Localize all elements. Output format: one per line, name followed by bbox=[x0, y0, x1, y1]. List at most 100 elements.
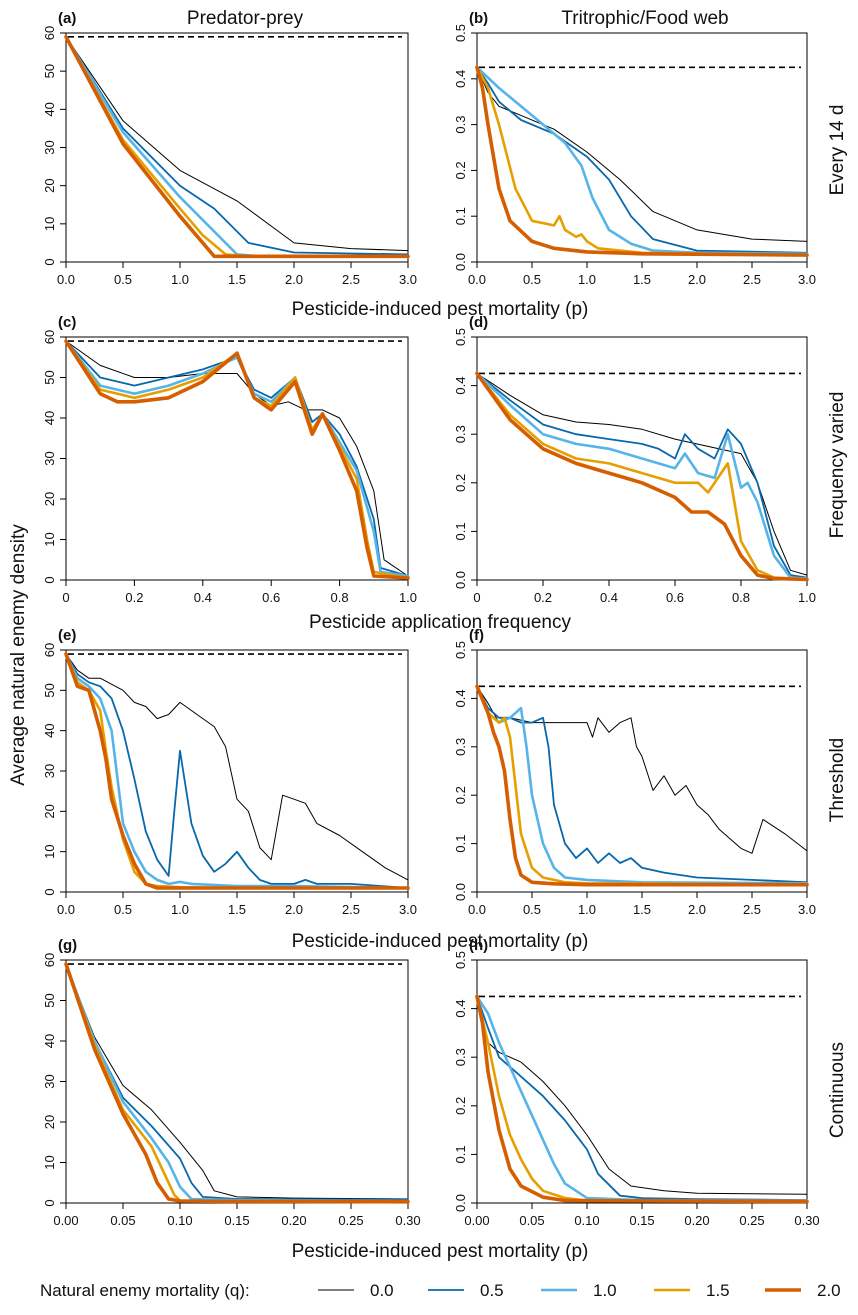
y-tick-label: 50 bbox=[42, 64, 57, 78]
x-tick-label: 0.15 bbox=[629, 1213, 654, 1228]
x-tick-label: 3.0 bbox=[399, 902, 417, 917]
y-tick-label: 20 bbox=[42, 178, 57, 192]
plot-frame bbox=[65, 959, 409, 1204]
x-tick-label: 0.10 bbox=[167, 1213, 192, 1228]
y-tick-label: 40 bbox=[42, 1034, 57, 1048]
legend: Natural enemy mortality (q): 0.0 0.5 1.0 1.… bbox=[40, 1281, 841, 1300]
panel-label: (a) bbox=[58, 10, 76, 27]
y-tick-label: 0.2 bbox=[453, 474, 468, 492]
y-tick-label: 0.5 bbox=[453, 328, 468, 346]
y-tick-label: 0.5 bbox=[453, 24, 468, 42]
x-tick-label: 1.5 bbox=[633, 272, 651, 287]
y-tick-label: 50 bbox=[42, 370, 57, 384]
series-line-q-0.0 bbox=[476, 685, 808, 854]
x-tick-label: 0.8 bbox=[331, 590, 349, 605]
panel-c: (c) 0 0.2 0.4 0.6 0.8 1.0 0 10 20 30 40 50 60 bbox=[42, 314, 417, 605]
y-tick-label: 0 bbox=[42, 258, 57, 265]
legend-label-q-2.0: 2.0 bbox=[817, 1281, 841, 1300]
y-tick-label: 0 bbox=[42, 1199, 57, 1206]
y-tick-label: 20 bbox=[42, 804, 57, 818]
y-tick-label: 20 bbox=[42, 1115, 57, 1129]
column-title-right: Tritrophic/Food web bbox=[561, 8, 728, 29]
series-line-q-1.0 bbox=[475, 372, 809, 580]
y-tick-label: 10 bbox=[42, 1155, 57, 1169]
y-tick-label: 60 bbox=[42, 953, 57, 967]
y-tick-label: 0.0 bbox=[453, 1194, 468, 1212]
y-tick-label: 0.4 bbox=[453, 689, 468, 707]
series-line-q-1.0 bbox=[475, 66, 809, 256]
y-tick-label: 10 bbox=[42, 217, 57, 231]
series-line-q-0.0 bbox=[65, 963, 409, 1200]
y-tick-label: 30 bbox=[42, 140, 57, 154]
y-tick-label: 0.3 bbox=[453, 116, 468, 134]
x-tick-label: 0.2 bbox=[534, 590, 552, 605]
panel-label: (g) bbox=[58, 937, 77, 954]
y-tick-label: 60 bbox=[42, 330, 57, 344]
series-line-q-0.5 bbox=[65, 653, 409, 889]
row-label-continuous: Continuous bbox=[827, 1042, 848, 1138]
column-title-left: Predator-prey bbox=[187, 8, 304, 29]
series-line-q-0.5 bbox=[65, 963, 409, 1201]
y-tick-label: 50 bbox=[42, 993, 57, 1007]
x-tick-label: 0.30 bbox=[794, 1213, 819, 1228]
x-tick-label: 1.0 bbox=[399, 590, 417, 605]
y-tick-label: 10 bbox=[42, 532, 57, 546]
series-line-q-0.5 bbox=[65, 340, 409, 577]
y-tick-label: 0.1 bbox=[453, 207, 468, 225]
panel-d: (d) 0 0.2 0.4 0.6 0.8 1.0 0.0 0.1 0.2 0.3 0.4 0.5 bbox=[453, 314, 816, 605]
series-line-q-2.0 bbox=[475, 684, 809, 887]
x-tick-label: 0.20 bbox=[684, 1213, 709, 1228]
x-tick-label: 0.30 bbox=[395, 1213, 420, 1228]
series-line-q-0.0 bbox=[65, 653, 409, 881]
legend-title: Natural enemy mortality (q): bbox=[40, 1281, 250, 1300]
y-tick-label: 0.5 bbox=[453, 951, 468, 969]
x-axis-title-row4: Pesticide-induced pest mortality (p) bbox=[292, 1241, 589, 1262]
x-tick-label: 0.0 bbox=[468, 272, 486, 287]
panel-f: (f) 0.0 0.5 1.0 1.5 2.0 2.5 3.0 0.0 0.1 0.2 0.3 0.4 0… bbox=[453, 627, 816, 917]
x-tick-label: 1.0 bbox=[578, 902, 596, 917]
y-tick-label: 60 bbox=[42, 643, 57, 657]
panel-label: (h) bbox=[469, 937, 488, 954]
x-tick-label: 2.5 bbox=[743, 902, 761, 917]
x-tick-label: 0.20 bbox=[281, 1213, 306, 1228]
x-tick-label: 1.0 bbox=[578, 272, 596, 287]
x-tick-label: 1.5 bbox=[228, 902, 246, 917]
x-tick-label: 0.10 bbox=[574, 1213, 599, 1228]
row-label-frequency-varied: Frequency varied bbox=[827, 392, 848, 539]
series-line-q-1.5 bbox=[475, 66, 809, 257]
y-tick-label: 0.0 bbox=[453, 253, 468, 271]
legend-label-q-0.5: 0.5 bbox=[480, 1281, 504, 1300]
series-line-q-0.0 bbox=[65, 340, 409, 577]
panel-e: (e) 0.0 0.5 1.0 1.5 2.0 2.5 3.0 0 10 20 30 40 50 60 bbox=[42, 627, 417, 917]
x-tick-label: 0.00 bbox=[53, 1213, 78, 1228]
series-line-q-1.5 bbox=[475, 995, 809, 1203]
y-tick-label: 60 bbox=[42, 26, 57, 40]
y-tick-label: 0.5 bbox=[453, 641, 468, 659]
x-tick-label: 2.0 bbox=[688, 272, 706, 287]
x-tick-label: 2.0 bbox=[285, 272, 303, 287]
x-tick-label: 0.0 bbox=[468, 902, 486, 917]
series-line-q-2.0 bbox=[475, 371, 809, 582]
series-line-q-1.0 bbox=[64, 652, 410, 890]
y-tick-label: 0.1 bbox=[453, 835, 468, 853]
y-tick-label: 10 bbox=[42, 844, 57, 858]
panel-label: (c) bbox=[58, 314, 76, 331]
y-tick-label: 40 bbox=[42, 102, 57, 116]
x-tick-label: 0.0 bbox=[57, 272, 75, 287]
panel-a: (a) 0.0 0.5 1.0 1.5 2.0 2.5 3.0 0 10 20 30 40 50 60 bbox=[42, 10, 417, 287]
x-tick-label: 3.0 bbox=[399, 272, 417, 287]
series-line-q-2.0 bbox=[475, 994, 809, 1204]
x-tick-label: 0.6 bbox=[666, 590, 684, 605]
plot-frame bbox=[65, 32, 409, 263]
x-tick-label: 0.5 bbox=[523, 902, 541, 917]
y-tick-label: 0.0 bbox=[453, 571, 468, 589]
y-tick-label: 0.3 bbox=[453, 425, 468, 443]
series-line-q-1.0 bbox=[64, 35, 410, 258]
x-tick-label: 0.00 bbox=[464, 1213, 489, 1228]
series-line-q-0.5 bbox=[476, 685, 808, 884]
y-tick-label: 20 bbox=[42, 492, 57, 506]
x-axis-title-row1: Pesticide-induced pest mortality (p) bbox=[292, 299, 589, 320]
x-tick-label: 0.5 bbox=[114, 272, 132, 287]
y-tick-label: 30 bbox=[42, 764, 57, 778]
